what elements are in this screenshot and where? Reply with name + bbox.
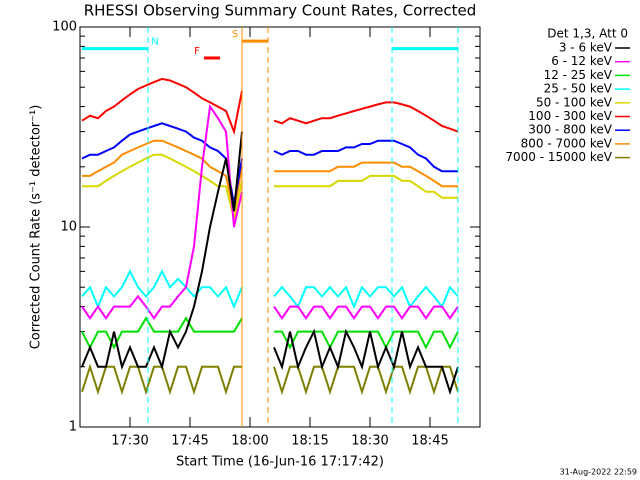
y-tick-label: 100 <box>52 20 77 35</box>
x-tick-label: 18:45 <box>411 434 448 449</box>
legend-label: 300 - 800 keV <box>528 123 612 137</box>
legend-label: 12 - 25 keV <box>544 68 613 82</box>
y-axis-label: Corrected Count Rate (s⁻¹ detector⁻¹) <box>29 105 44 350</box>
series-line <box>81 122 458 205</box>
flag-label: S <box>232 29 238 40</box>
flag-label: N <box>151 37 158 48</box>
legend-label: 50 - 100 keV <box>536 95 613 109</box>
series-line <box>81 316 459 350</box>
legend-label: 7000 - 15000 keV <box>505 150 612 164</box>
x-tick-label: 18:00 <box>231 434 268 449</box>
legend-label: 3 - 6 keV <box>559 41 613 55</box>
series-line <box>82 153 458 219</box>
legend-label: 100 - 300 keV <box>528 109 612 123</box>
x-tick-label: 18:30 <box>351 434 388 449</box>
legend-label: 25 - 50 keV <box>544 82 613 96</box>
chart-title: RHESSI Observing Summary Count Rates, Co… <box>84 2 477 20</box>
x-tick-label: 17:30 <box>111 434 148 449</box>
legend-label: 6 - 12 keV <box>551 54 613 68</box>
footer: 31-Aug-2022 22:59 <box>560 468 637 477</box>
x-axis-label: Start Time (16-Jun-16 17:17:42) <box>176 455 384 470</box>
legend-title: Det 1,3, Att 0 <box>547 27 628 41</box>
x-tick-label: 17:45 <box>171 434 208 449</box>
series-line <box>81 269 459 310</box>
series-line <box>82 139 458 212</box>
y-tick-label: 10 <box>60 220 77 235</box>
x-tick-label: 18:15 <box>291 434 328 449</box>
series-line <box>81 103 459 320</box>
series-line <box>81 131 459 396</box>
y-tick-label: 1 <box>69 420 77 435</box>
flag-label: F <box>194 46 200 57</box>
legend-label: 800 - 7000 keV <box>521 136 613 150</box>
series-line <box>81 77 459 136</box>
